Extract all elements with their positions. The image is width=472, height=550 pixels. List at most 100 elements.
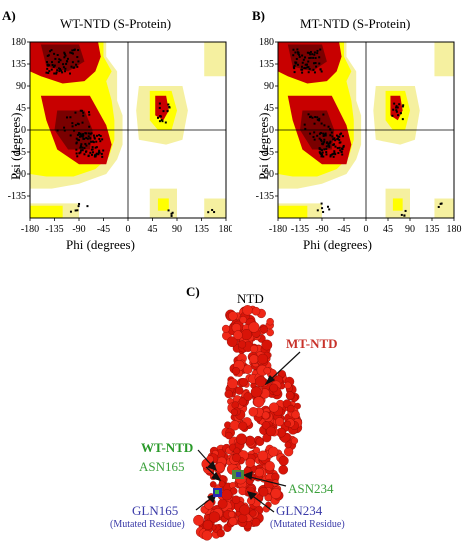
residue-point: [76, 138, 79, 141]
atom-sphere: [239, 504, 251, 516]
residue-point: [327, 143, 330, 146]
residue-point: [70, 52, 73, 55]
residue-point: [60, 69, 63, 72]
residue-point: [99, 134, 102, 137]
residue-point: [338, 146, 341, 149]
residue-point: [63, 129, 66, 132]
allowed-region-bottom: [30, 205, 63, 218]
residue-point: [323, 140, 326, 143]
y-tick-label: -90: [261, 169, 274, 180]
residue-point: [78, 139, 81, 142]
residue-point: [98, 151, 101, 154]
y-tick-label: -45: [261, 147, 274, 158]
residue-point: [320, 155, 323, 158]
y-tick-label: 135: [259, 59, 274, 70]
residue-point: [158, 106, 161, 109]
residue-point: [213, 211, 216, 214]
residue-point: [160, 119, 163, 122]
atom-sphere: [228, 510, 236, 518]
atom-sphere: [249, 354, 259, 364]
panel-a-ramachandran-plot: -180 -135 -90 -45 0 45 90 135 180 180 135 90 45 0 -45 -…: [8, 38, 233, 235]
residue-point: [292, 48, 295, 51]
y-tick-label: -135: [8, 191, 26, 202]
residue-point: [322, 210, 325, 213]
residue-point: [88, 125, 91, 128]
atom-sphere: [242, 305, 253, 316]
residue-point: [320, 70, 323, 73]
residue-point: [401, 105, 404, 108]
residue-point: [336, 147, 339, 150]
residue-point: [71, 122, 74, 125]
residue-point: [335, 134, 338, 137]
atom-sphere: [249, 344, 259, 353]
residue-point: [306, 51, 309, 54]
residue-point: [338, 138, 341, 141]
generous-region-corner-bottom: [434, 198, 454, 218]
residue-point: [316, 209, 319, 212]
residue-point: [54, 57, 57, 60]
residue-point: [318, 117, 321, 120]
residue-point: [318, 147, 321, 150]
atom-sphere: [239, 316, 247, 324]
residue-point: [338, 141, 341, 144]
residue-point: [324, 132, 327, 135]
residue-point: [89, 151, 92, 154]
residue-point: [340, 150, 343, 153]
gln234-label: GLN234: [276, 503, 323, 518]
residue-point: [63, 53, 66, 56]
atom-sphere: [264, 461, 275, 472]
residue-point: [101, 138, 104, 141]
residue-point: [73, 129, 76, 132]
x-tick-label: 90: [405, 224, 415, 235]
panel-c-title: NTD: [237, 291, 264, 306]
atom-sphere: [245, 457, 256, 468]
y-tick-label: 90: [16, 81, 26, 92]
residue-point: [316, 134, 319, 137]
residue-point: [329, 155, 332, 158]
residue-point: [316, 49, 319, 52]
residue-point: [83, 147, 86, 150]
mt-ntd-label: MT-NTD: [286, 336, 338, 351]
x-tick-label: 180: [219, 224, 233, 235]
atom-sphere: [287, 404, 295, 413]
residue-point: [336, 138, 339, 141]
residue-point: [298, 53, 301, 56]
y-tick-label: 45: [264, 103, 274, 114]
residue-point: [65, 62, 68, 65]
residue-point: [98, 134, 101, 137]
residue-point: [50, 68, 53, 71]
residue-point: [328, 145, 331, 148]
atom-sphere: [284, 447, 294, 457]
residue-point: [331, 135, 334, 138]
atom-sphere: [262, 421, 271, 430]
atom-sphere: [221, 489, 233, 501]
residue-point: [50, 61, 53, 64]
residue-point: [309, 50, 312, 53]
atom-sphere: [266, 317, 274, 326]
residue-point: [321, 151, 324, 154]
atom-sphere: [264, 493, 272, 502]
residue-point: [325, 151, 328, 154]
residue-point: [330, 131, 333, 134]
residue-point: [53, 64, 56, 67]
residue-point: [309, 132, 312, 135]
atom-sphere: [257, 353, 269, 365]
x-tick-label: 0: [126, 224, 131, 235]
residue-point: [302, 58, 305, 61]
annotation-arrows: [195, 351, 301, 513]
residue-point: [314, 62, 317, 65]
residue-point: [314, 116, 317, 119]
atom-sphere: [255, 437, 265, 446]
atom-sphere: [275, 417, 285, 427]
residue-point: [93, 154, 96, 157]
residue-point: [76, 56, 79, 59]
residue-point: [69, 134, 72, 137]
residue-point: [76, 65, 79, 68]
residue-point: [322, 132, 325, 135]
residue-point: [69, 51, 72, 54]
residue-point: [395, 110, 398, 113]
residue-point: [53, 72, 56, 75]
residue-point: [297, 51, 300, 54]
residue-point: [326, 205, 329, 208]
atom-sphere: [225, 431, 233, 440]
